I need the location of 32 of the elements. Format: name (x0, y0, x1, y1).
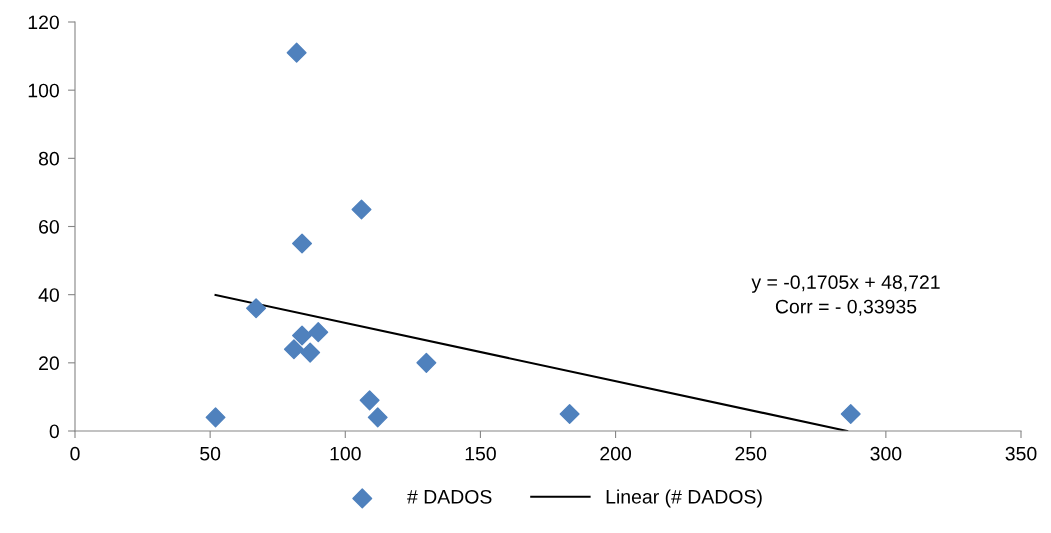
point (416, 352, 437, 373)
x-tick-label: 350 (1005, 446, 1037, 461)
x-tick-label: 150 (465, 446, 496, 461)
y-tick-label: 0 (49, 424, 59, 439)
point (286, 42, 307, 63)
y-tick-label: 80 (38, 151, 59, 166)
point (559, 403, 580, 424)
x-tick-label: 200 (600, 446, 632, 461)
x-tick-label: 300 (870, 446, 902, 461)
point (300, 342, 321, 363)
point (367, 407, 388, 428)
y-tick-label: 120 (28, 15, 59, 30)
y-tick-label: 60 (39, 219, 59, 234)
point (840, 403, 861, 424)
x-tick-label: 50 (200, 446, 221, 461)
point (292, 325, 313, 346)
y-tick-label: 40 (38, 288, 59, 302)
point (292, 233, 313, 254)
point (283, 339, 304, 360)
point (246, 298, 267, 319)
y-tick-label: 20 (39, 356, 59, 371)
annotation: y = -0,1705x + 48,721 Corr = - 0,33935 (751, 275, 940, 316)
x-tick-label: 100 (330, 446, 361, 461)
point (351, 199, 372, 220)
point (308, 322, 329, 343)
x-tick-label: 250 (735, 446, 767, 461)
legend-label: # DADOS (407, 489, 492, 504)
legend-label: Linear (# DADOS) (606, 489, 762, 508)
point (205, 407, 226, 428)
point (359, 390, 380, 411)
y-tick-label: 100 (28, 83, 59, 98)
x-tick-label: 0 (70, 446, 80, 461)
